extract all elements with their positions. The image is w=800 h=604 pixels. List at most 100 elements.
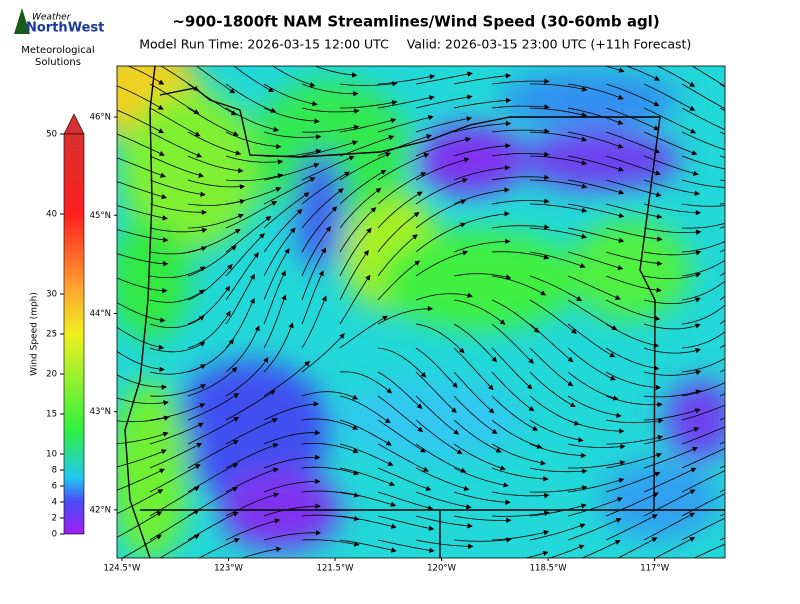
- streamline-arrow: [542, 550, 549, 556]
- streamline-arrow: [695, 229, 702, 235]
- streamline-arrow: [304, 360, 310, 367]
- streamline-arrow: [728, 274, 734, 280]
- streamline-arrow: [768, 492, 773, 497]
- streamline: [263, 249, 289, 301]
- streamline: [225, 174, 282, 182]
- streamline-arrow: [238, 168, 244, 174]
- streamline: [415, 443, 465, 472]
- streamline: [643, 83, 694, 111]
- streamline-arrow: [657, 260, 663, 267]
- streamline-arrow: [505, 499, 511, 505]
- streamline: [117, 432, 167, 445]
- streamline: [377, 261, 419, 301]
- streamline-arrow: [353, 541, 360, 547]
- streamline-arrow: [579, 523, 586, 529]
- streamline-arrow: [499, 319, 506, 325]
- streamline-arrow: [540, 460, 547, 466]
- streamline: [225, 83, 275, 112]
- streamline: [263, 481, 319, 493]
- streamline-arrow: [224, 285, 231, 292]
- streamline: [643, 513, 694, 541]
- streamline-arrow: [315, 478, 321, 484]
- streamline: [453, 371, 494, 413]
- streamline-arrow: [656, 452, 662, 458]
- streamline: [529, 227, 586, 238]
- streamline-arrow: [388, 135, 395, 141]
- streamline: [605, 453, 661, 469]
- streamline: [187, 286, 230, 325]
- streamline: [121, 535, 161, 558]
- streamline-arrow: [770, 546, 775, 551]
- streamline-arrow: [427, 115, 434, 121]
- streamline-arrow: [657, 418, 664, 424]
- streamline-arrow: [232, 511, 239, 517]
- streamline: [263, 83, 316, 105]
- streamline-arrow: [609, 352, 616, 358]
- streamline-arrow: [578, 544, 585, 550]
- streamline-arrow: [695, 348, 701, 354]
- streamline-arrow: [691, 150, 698, 156]
- streamline-arrow: [225, 310, 231, 317]
- streamline-arrow: [528, 358, 534, 364]
- streamline: [453, 299, 505, 324]
- streamline: [301, 334, 344, 373]
- streamline-arrow: [692, 170, 699, 176]
- streamline: [301, 227, 331, 277]
- streamline-arrow: [314, 429, 321, 436]
- streamline: [681, 331, 725, 349]
- streamline-arrow: [731, 150, 736, 155]
- streamline: [187, 265, 232, 301]
- streamline: [643, 371, 700, 376]
- streamline: [415, 539, 472, 547]
- streamline: [339, 467, 394, 486]
- streamline-arrow: [618, 237, 625, 243]
- streamline-arrow: [506, 558, 511, 563]
- streamline: [117, 374, 166, 388]
- streamline: [187, 393, 238, 421]
- streamline: [377, 539, 433, 552]
- streamline: [415, 73, 472, 85]
- streamline-arrow: [163, 237, 169, 243]
- streamline: [529, 371, 575, 407]
- streamline: [263, 209, 302, 253]
- wind-field: [117, 60, 775, 563]
- streamline: [491, 80, 548, 85]
- streamline: [340, 60, 396, 64]
- streamline-arrow: [366, 227, 372, 234]
- streamline-arrow: [272, 443, 279, 449]
- streamline: [681, 131, 725, 151]
- streamline: [301, 391, 357, 399]
- streamline: [117, 450, 166, 468]
- streamline: [605, 419, 662, 424]
- streamline: [529, 179, 586, 188]
- streamline-arrow: [771, 145, 775, 149]
- streamline: [225, 253, 259, 301]
- streamline: [149, 403, 204, 421]
- streamline-arrow: [610, 375, 616, 381]
- streamline-arrow: [505, 238, 511, 245]
- streamline-arrow: [273, 492, 280, 498]
- streamline-arrow: [160, 317, 166, 323]
- streamline: [187, 487, 237, 517]
- streamline: [567, 419, 623, 432]
- streamline: [225, 131, 280, 148]
- streamline: [719, 417, 725, 421]
- streamline-arrow: [390, 501, 397, 507]
- streamline: [529, 275, 581, 301]
- streamline-arrow: [651, 537, 658, 543]
- streamline: [117, 326, 163, 349]
- streamline: [719, 131, 725, 135]
- streamline: [681, 155, 725, 170]
- streamline-arrow: [728, 488, 733, 493]
- streamline-arrow: [249, 273, 255, 280]
- streamline-arrow: [163, 400, 169, 406]
- streamline: [301, 188, 343, 229]
- streamline: [605, 155, 660, 175]
- streamline-arrow: [416, 403, 423, 409]
- streamline-arrow: [157, 104, 164, 110]
- streamline-arrow: [730, 350, 736, 356]
- streamline-arrow: [254, 325, 260, 332]
- streamline: [339, 153, 390, 181]
- streamline: [263, 323, 293, 373]
